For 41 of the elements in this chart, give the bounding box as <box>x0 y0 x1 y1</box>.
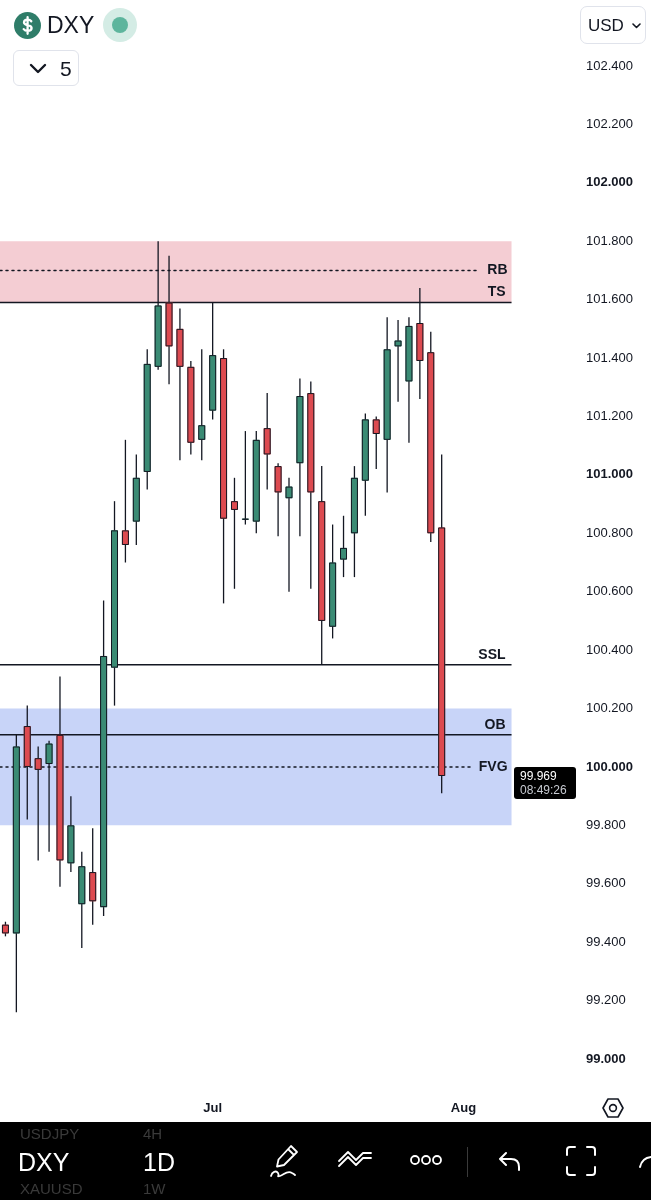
y-tick-label: 101.000 <box>586 466 633 482</box>
text: 1W <box>143 1180 166 1197</box>
y-tick-label: 99.800 <box>586 816 626 832</box>
ref-line-label: OB <box>484 715 506 732</box>
annotation: 08:49:26 <box>520 783 568 798</box>
candlestick <box>285 477 293 592</box>
y-tick-label: 100.400 <box>586 641 633 657</box>
ref-line-label: RB <box>487 261 508 278</box>
ref-line-label: FVG <box>478 757 508 774</box>
ref-line-label: TS <box>487 283 506 300</box>
y-tick-label: 102.400 <box>586 57 633 73</box>
button: 5 <box>13 50 79 86</box>
y-tick-label: 100.000 <box>586 758 633 774</box>
ref-line-label: SSL <box>478 645 506 662</box>
x-tick-label: Jul <box>203 1100 223 1116</box>
annotation: 99.969 <box>520 769 558 784</box>
y-tick-label: 101.600 <box>586 291 633 307</box>
x-tick-label: Aug <box>450 1100 477 1116</box>
y-tick-label: 99.000 <box>586 1050 626 1066</box>
text: XAUUSD <box>20 1180 83 1197</box>
annotation: 5 <box>60 57 72 81</box>
y-tick-label: 100.200 <box>586 700 633 716</box>
y-tick-label: 101.400 <box>586 349 633 365</box>
y-tick-label: 99.600 <box>586 875 626 891</box>
text: USDJPY <box>20 1125 80 1142</box>
candlestick <box>176 308 184 461</box>
y-tick-label: 101.800 <box>586 232 633 248</box>
y-tick-label: 99.400 <box>586 933 626 949</box>
y-tick-label: 100.600 <box>586 583 633 599</box>
y-tick-label: 99.200 <box>586 992 626 1008</box>
y-tick-label: 101.200 <box>586 408 633 424</box>
text: DXY <box>18 1148 70 1176</box>
y-tick-label: 102.000 <box>586 174 633 190</box>
y-tick-label: 102.200 <box>586 115 633 131</box>
candlestick <box>274 463 282 537</box>
button: USD <box>580 6 646 44</box>
candlestick <box>394 320 402 402</box>
chart-title: DXY <box>47 11 95 39</box>
text: 4H <box>143 1125 163 1142</box>
y-tick-label: 100.800 <box>586 524 633 540</box>
text: 1D <box>143 1148 175 1176</box>
